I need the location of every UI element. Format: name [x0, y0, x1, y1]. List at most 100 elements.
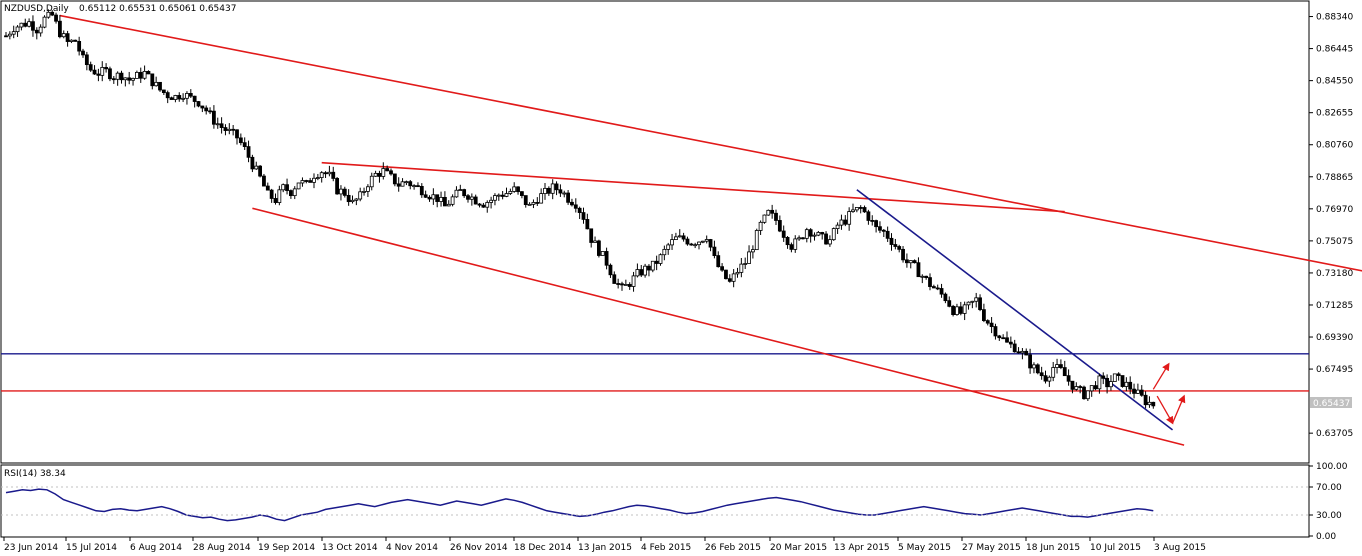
time-tick-label: 4 Feb 2015	[641, 543, 691, 553]
candle-body	[520, 191, 524, 196]
rsi-tick-label: 0.00	[1316, 532, 1336, 542]
candle-body	[469, 196, 474, 200]
candle-body	[554, 183, 559, 191]
time-tick-label: 23 Jun 2014	[4, 543, 58, 553]
candle-body	[115, 72, 120, 80]
candle-body	[962, 304, 967, 314]
candle-body	[643, 265, 647, 276]
candle-body	[697, 241, 701, 246]
candle-body	[1136, 389, 1140, 394]
candle-body	[304, 180, 309, 182]
candle-body	[196, 101, 201, 107]
candle-body	[108, 68, 112, 80]
candle-body	[392, 173, 397, 185]
candle-body	[188, 93, 193, 97]
time-tick-label: 20 Mar 2015	[770, 543, 827, 553]
candle-body	[223, 127, 228, 131]
time-tick-label: 26 Nov 2014	[450, 543, 508, 553]
candle-body	[931, 286, 936, 289]
candle-body	[34, 29, 39, 34]
candle-body	[462, 189, 467, 197]
candle-body	[685, 238, 690, 245]
candle-body	[154, 81, 159, 87]
candle-body	[131, 78, 135, 81]
candle-body	[396, 183, 401, 187]
candle-body	[65, 33, 70, 42]
candle-body	[323, 172, 328, 175]
candle-body	[539, 193, 544, 204]
candle-body	[38, 26, 43, 34]
candle-body	[246, 146, 251, 158]
candle-body	[878, 226, 882, 231]
candle-body	[242, 142, 247, 147]
symbol-label: NZDUSD,Daily	[4, 4, 69, 14]
price-tick-label: 0.88340	[1316, 13, 1353, 23]
candle-body	[635, 269, 640, 277]
candle-body	[720, 266, 724, 271]
candle-body	[1105, 377, 1109, 388]
candle-body	[389, 170, 393, 175]
candle-body	[119, 72, 124, 81]
candle-body	[339, 188, 343, 195]
candle-body	[1132, 388, 1136, 394]
price-tick-label: 0.76970	[1316, 205, 1353, 215]
candle-body	[812, 234, 817, 237]
candle-body	[604, 251, 609, 266]
candle-body	[1043, 375, 1048, 382]
candle-body	[858, 207, 863, 209]
candle-body	[831, 228, 836, 241]
candle-body	[847, 211, 852, 225]
time-tick-label: 13 Oct 2014	[322, 543, 378, 553]
candle-body	[681, 235, 686, 240]
time-tick-label: 5 May 2015	[898, 543, 951, 553]
rsi-label: RSI(14) 38.34	[4, 469, 66, 479]
candle-body	[700, 240, 705, 243]
candle-body	[854, 207, 859, 211]
candle-body	[1035, 364, 1040, 374]
candle-body	[235, 129, 239, 139]
candle-body	[335, 178, 340, 195]
candle-body	[1020, 350, 1025, 354]
candle-body	[724, 269, 728, 280]
candle-body	[1139, 389, 1144, 396]
candle-body	[662, 248, 667, 256]
candle-body	[423, 194, 428, 198]
candle-body	[104, 67, 108, 70]
candle-body	[727, 278, 732, 282]
candle-body	[951, 305, 955, 315]
projection-arrows	[1152, 362, 1186, 425]
candle-body	[797, 237, 801, 240]
rsi-axis: 100.00 70.00 30.00 0.00	[1, 462, 1348, 542]
candle-body	[238, 137, 243, 144]
candle-body	[928, 277, 932, 287]
candle-body	[916, 262, 921, 278]
candle-body	[970, 300, 975, 303]
candle-body	[408, 181, 413, 187]
candle-body	[851, 209, 855, 212]
candle-body	[381, 168, 386, 177]
candle-body	[612, 274, 617, 284]
candle-body	[1085, 390, 1090, 400]
candle-body	[670, 239, 674, 246]
candle-body	[735, 271, 740, 275]
candle-body	[989, 322, 994, 327]
candle-body	[874, 220, 878, 228]
candle-body	[134, 71, 139, 79]
candle-body	[319, 172, 324, 178]
candle-body	[385, 168, 390, 172]
price-tick-label: 0.71285	[1316, 301, 1353, 311]
candle-body	[627, 284, 632, 287]
candle-body	[1112, 373, 1117, 382]
candle-body	[943, 293, 948, 302]
candle-body	[550, 183, 555, 194]
candle-body	[485, 202, 490, 208]
candle-body	[1039, 372, 1044, 377]
candle-body	[296, 182, 301, 190]
candle-body	[181, 97, 186, 100]
candle-body	[939, 288, 944, 295]
candle-body	[192, 95, 197, 102]
candle-body	[169, 97, 174, 100]
price-tick-label: 0.73180	[1316, 269, 1353, 279]
candle-body	[966, 301, 971, 306]
time-tick-label: 3 Aug 2015	[1154, 543, 1206, 553]
